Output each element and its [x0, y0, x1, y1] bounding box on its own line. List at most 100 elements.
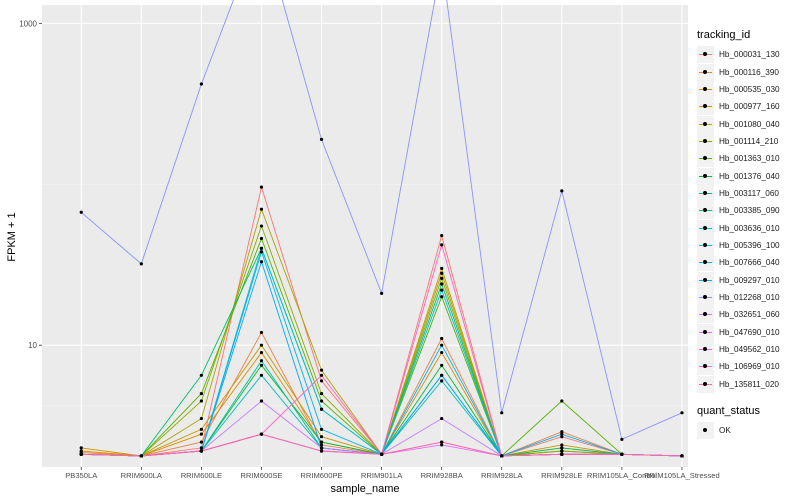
legend-label: Hb_003117_060: [719, 188, 779, 198]
x-tick-label: RRIM928LA: [481, 471, 523, 480]
legend-key: [697, 254, 714, 272]
data-point: [560, 435, 564, 439]
legend-point-swatch: [703, 329, 707, 334]
data-point: [259, 246, 264, 250]
legend-point-swatch: [703, 347, 707, 352]
data-point: [319, 137, 324, 142]
series-points: [79, 82, 684, 458]
data-point: [560, 430, 564, 434]
data-point: [259, 207, 264, 211]
data-point: [319, 443, 324, 447]
legend-label: Hb_001376_040: [719, 171, 780, 181]
legend-entry: Hb_135811_020: [697, 375, 797, 393]
data-point: [560, 452, 564, 456]
legend-entry: Hb_047690_010: [697, 323, 797, 341]
legend-entry: Hb_001376_040: [697, 167, 797, 185]
data-point: [259, 260, 264, 264]
legend-key: [697, 167, 714, 185]
data-point: [560, 432, 564, 436]
shape-legend: quant_status OK: [697, 404, 797, 440]
legend-point-swatch: [703, 173, 707, 178]
legend-entries: Hb_000031_130 Hb_000116_390 Hb_000535_030 H…: [697, 46, 797, 393]
legend-label: Hb_106969_010: [719, 362, 780, 372]
data-point: [259, 185, 264, 189]
data-point: [440, 295, 444, 299]
legend-label: Hb_009297_010: [719, 275, 780, 285]
data-point: [620, 437, 624, 441]
legend-entry: Hb_003385_090: [697, 202, 797, 220]
data-point: [199, 440, 203, 444]
legend-key: [697, 98, 714, 116]
legend-key: [697, 358, 714, 376]
data-point: [500, 454, 504, 458]
legend-key: [697, 46, 714, 64]
x-tick-label: RRIM928LE: [541, 471, 582, 480]
data-point: [560, 189, 564, 193]
data-point: [79, 452, 83, 456]
legend-point-swatch: [703, 52, 707, 57]
data-point: [259, 250, 264, 254]
plot-panel: [42, 5, 688, 467]
data-point: [199, 373, 203, 377]
data-point: [680, 411, 684, 415]
shape-legend-label: OK: [719, 426, 731, 436]
legend-key: [697, 80, 714, 98]
data-point: [319, 399, 324, 403]
legend-label: Hb_135811_020: [719, 379, 779, 389]
data-point: [259, 330, 264, 335]
data-point: [259, 399, 264, 403]
data-point: [380, 452, 384, 456]
legend-entry: Hb_001363_010: [697, 150, 797, 168]
shape-legend-title: quant_status: [697, 405, 760, 417]
data-point: [440, 233, 444, 238]
data-point: [199, 427, 203, 431]
legend-label: Hb_032651_060: [719, 310, 780, 320]
legend-entry: Hb_005396_100: [697, 236, 797, 254]
color-legend: tracking_id Hb_000031_130 Hb_000116_390 Hb…: [697, 28, 797, 393]
legend-point-swatch: [703, 208, 707, 213]
legend-entry: Hb_049562_010: [697, 341, 797, 359]
legend-entry: Hb_032651_060: [697, 306, 797, 324]
data-point: [440, 336, 444, 341]
data-point: [259, 224, 264, 228]
legend-label: Hb_049562_010: [719, 345, 780, 355]
data-point: [319, 440, 324, 444]
legend-title: tracking_id: [697, 29, 751, 41]
legend-label: Hb_003385_090: [719, 206, 780, 216]
data-point: [319, 368, 324, 372]
data-point: [380, 291, 384, 295]
legend-label: Hb_003636_010: [719, 223, 780, 233]
legend-entry: Hb_000031_130: [697, 46, 797, 64]
legend-point-swatch: [703, 242, 707, 247]
legend-label: Hb_000031_130: [719, 50, 780, 60]
legend-point-swatch: [703, 381, 707, 386]
point-key: [697, 422, 714, 440]
data-point: [199, 416, 203, 421]
legend-key: [697, 323, 714, 341]
x-tick-label: RRIM928BA: [421, 471, 464, 480]
legend-entry: Hb_000977_160: [697, 98, 797, 116]
data-point: [440, 373, 444, 377]
x-axis-label: sample_name: [330, 483, 399, 495]
data-point: [319, 379, 324, 383]
point-marker-icon: [703, 428, 707, 433]
legend-point-swatch: [703, 121, 707, 126]
legend-label: Hb_001080_040: [719, 119, 780, 129]
legend-key: [697, 341, 714, 359]
legend-point-swatch: [703, 260, 707, 265]
legend-entry: Hb_001080_040: [697, 115, 797, 133]
data-point: [319, 449, 324, 453]
legend-key: [697, 63, 714, 81]
legend-point-swatch: [703, 69, 707, 74]
data-point: [620, 452, 624, 456]
data-point: [259, 373, 264, 377]
legend-label: Hb_005396_100: [719, 240, 780, 250]
legend-entry: Hb_007666_040: [697, 254, 797, 272]
data-point: [560, 446, 564, 450]
data-point: [319, 446, 324, 450]
legend-key: [697, 271, 714, 289]
legend-label: Hb_000535_030: [719, 84, 780, 94]
legend-key: [697, 202, 714, 220]
data-point: [560, 449, 564, 453]
